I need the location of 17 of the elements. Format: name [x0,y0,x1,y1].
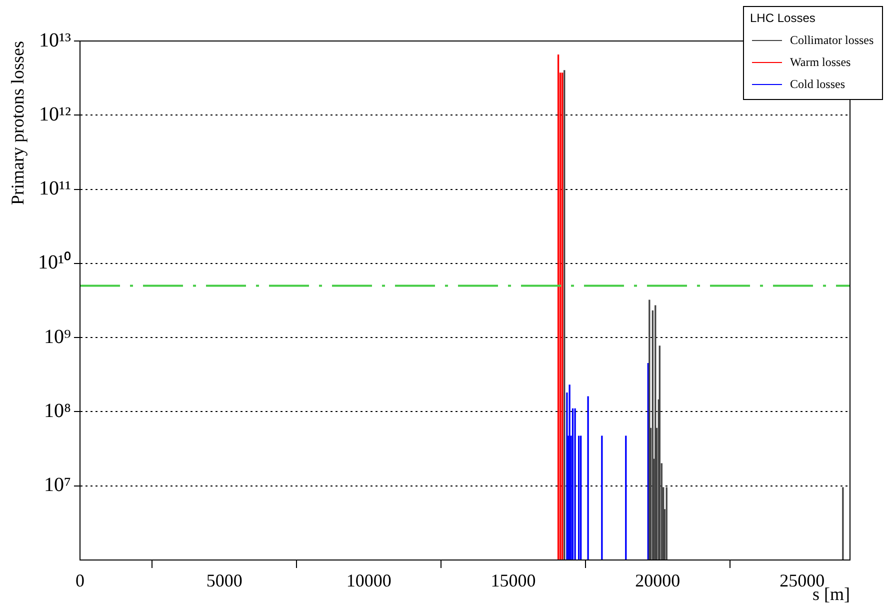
x-tick-label: 15000 [490,570,536,591]
y-tick-label: 10¹¹ [39,178,71,200]
legend-label: Collimator losses [790,32,874,48]
legend-label: Warm losses [790,54,851,70]
y-tick-label: 10¹³ [39,29,71,52]
x-tick-label: 10000 [346,570,392,591]
x-tick-label: 5000 [206,570,242,591]
y-tick-label: 10⁸ [44,400,72,422]
y-tick-label: 10⁹ [44,326,72,348]
legend-label: Cold losses [790,76,846,92]
x-tick-label: 20000 [635,570,680,591]
y-tick-label: 10¹⁰ [38,250,71,274]
y-tick-label: 10¹² [39,103,71,126]
x-tick-label: 0 [76,570,84,591]
legend-title: LHC Losses [750,11,816,25]
y-tick-label: 10⁷ [44,474,72,496]
y-axis-title: Primary protons losses [8,41,28,205]
